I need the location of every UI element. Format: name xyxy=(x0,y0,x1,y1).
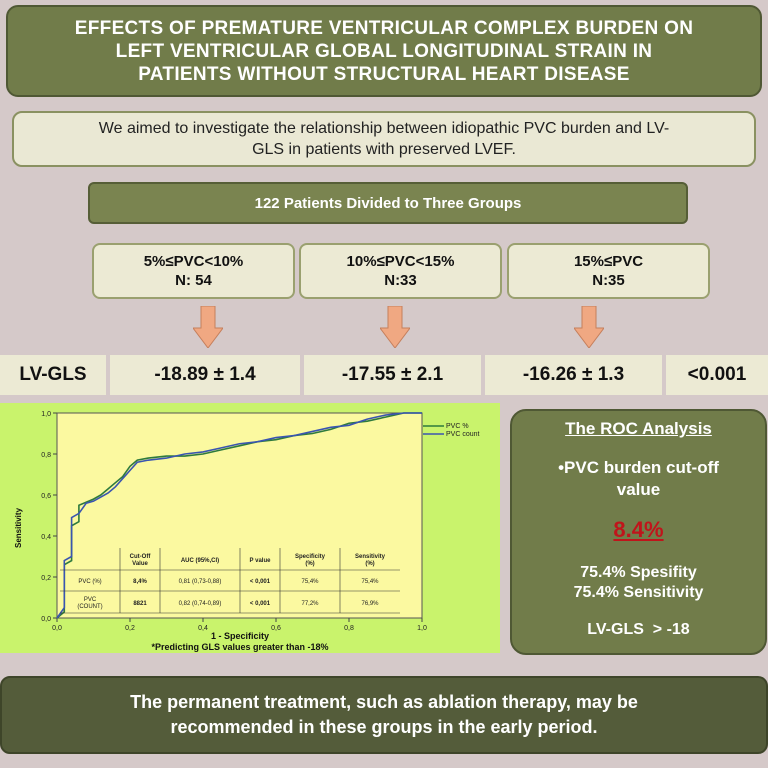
group-range-3: 15%≤PVC xyxy=(573,253,644,270)
chart-legend: PVC % PVC count xyxy=(423,423,480,438)
roc-curve-pvc-percent xyxy=(56,412,422,619)
roc-table: Cut-Off Value AUC (95%,CI) P value Speci… xyxy=(60,548,400,614)
aim-line-1: We aimed to investigate the relationship… xyxy=(98,120,670,137)
table-cell-r2c0-1: PVC xyxy=(84,597,97,603)
table-header-sens-1: Sensitivity xyxy=(355,554,386,560)
down-arrow-icon xyxy=(380,306,410,348)
group-range-1: 5%≤PVC<10% xyxy=(143,253,244,270)
table-cell-r2c0-2: (COUNT) xyxy=(77,604,102,610)
roc-sensitivity: 75.4% Sensitivity xyxy=(573,584,704,601)
y-tick-label: 0,8 xyxy=(41,452,51,459)
gls-row: LV-GLS -18.89 ± 1.4 -17.55 ± 2.1 -16.26 … xyxy=(0,355,768,395)
x-tick-label: 0,0 xyxy=(52,625,62,632)
roc-gls-threshold: LV-GLS > -18 xyxy=(587,621,690,638)
gls-value-1: -18.89 ± 1.4 xyxy=(110,355,300,395)
y-tick-label: 1,0 xyxy=(41,411,51,418)
title-line-3: PATIENTS WITHOUT STRUCTURAL HEART DISEAS… xyxy=(138,63,630,85)
x-tick-label: 0,6 xyxy=(271,625,281,632)
down-arrow-icon xyxy=(574,306,604,348)
title-line-2: LEFT VENTRICULAR GLOBAL LONGITUDINAL STR… xyxy=(115,40,653,62)
table-header-spec-2: (%) xyxy=(305,561,314,567)
x-axis-label: 1 - Specificity xyxy=(211,631,269,641)
roc-chart-panel: 0,0 0,2 0,4 0,6 0,8 1,0 0,0 0,2 0,4 0,6 0,8 1,0 PVC… xyxy=(0,403,500,653)
table-cell-r1c4: 75,4% xyxy=(301,579,319,585)
groups-header: 122 Patients Divided to Three Groups xyxy=(88,182,688,224)
aim-line-2: GLS in patients with preserved LVEF. xyxy=(252,141,516,158)
aim-box: We aimed to investigate the relationship… xyxy=(12,111,756,167)
gls-p-value: <0.001 xyxy=(666,355,768,395)
roc-cutoff-label: •PVC burden cut-off value xyxy=(558,457,719,501)
x-tick-label: 1,0 xyxy=(417,625,427,632)
table-header-spec-1: Specificity xyxy=(295,554,326,560)
table-header-cutoff-2: Value xyxy=(132,561,148,567)
group-box-3: 15%≤PVC N:35 xyxy=(507,243,710,299)
table-cell-r2c1: 8821 xyxy=(133,601,147,607)
conclusion-line-1: The permanent treatment, such as ablatio… xyxy=(130,692,638,712)
y-tick-label: 0,2 xyxy=(41,575,51,582)
table-cell-r1c0: PVC (%) xyxy=(78,579,101,585)
table-header-p: P value xyxy=(250,558,272,564)
table-cell-r2c2: 0,82 (0,74-0,89) xyxy=(179,601,222,607)
group-box-2: 10%≤PVC<15% N:33 xyxy=(299,243,502,299)
group-n-2: N:33 xyxy=(384,272,417,289)
table-cell-r2c4: 77,2% xyxy=(301,601,319,607)
y-axis-label: Sensitivity xyxy=(14,507,23,548)
roc-cutoff-line-2: value xyxy=(616,480,661,499)
group-box-1: 5%≤PVC<10% N: 54 xyxy=(92,243,295,299)
legend-label-pvc-percent: PVC % xyxy=(446,423,469,430)
gls-value-2: -17.55 ± 2.1 xyxy=(304,355,481,395)
x-tick-label: 0,4 xyxy=(198,625,208,632)
title-banner: EFFECTS OF PREMATURE VENTRICULAR COMPLEX… xyxy=(6,5,762,97)
roc-analysis-title: The ROC Analysis xyxy=(565,419,712,438)
group-n-3: N:35 xyxy=(592,272,625,289)
x-tick-label: 0,2 xyxy=(125,625,135,632)
table-cell-r1c5: 75,4% xyxy=(361,579,379,585)
table-cell-r1c1: 8,4% xyxy=(133,579,147,585)
legend-label-pvc-count: PVC count xyxy=(446,431,480,438)
table-cell-r1c3: < 0,001 xyxy=(250,579,271,585)
group-n-1: N: 54 xyxy=(175,272,212,289)
x-tick-label: 0,8 xyxy=(344,625,354,632)
plot-area xyxy=(56,412,423,619)
table-cell-r2c3: < 0,001 xyxy=(250,601,271,607)
title-line-1: EFFECTS OF PREMATURE VENTRICULAR COMPLEX… xyxy=(74,17,694,39)
roc-metrics: 75.4% Spesifity 75.4% Sensitivity xyxy=(574,563,704,603)
y-tick-label: 0,0 xyxy=(41,616,51,623)
roc-cutoff-line-1: •PVC burden cut-off xyxy=(558,458,719,477)
group-range-2: 10%≤PVC<15% xyxy=(346,253,455,270)
table-header-sens-2: (%) xyxy=(365,561,374,567)
roc-curve-pvc-count xyxy=(56,412,422,619)
roc-analysis-box: The ROC Analysis •PVC burden cut-off val… xyxy=(510,409,767,655)
roc-cutoff-value: 8.4% xyxy=(613,517,664,542)
chart-footnote: *Predicting GLS values greater than -18% xyxy=(151,642,328,652)
table-cell-r1c2: 0,81 (0,73-0,88) xyxy=(179,579,222,585)
y-tick-label: 0,4 xyxy=(41,534,51,541)
table-cell-r2c5: 76,9% xyxy=(361,601,379,607)
conclusion-banner: The permanent treatment, such as ablatio… xyxy=(0,676,768,754)
gls-label: LV-GLS xyxy=(0,355,106,395)
roc-chart: 0,0 0,2 0,4 0,6 0,8 1,0 0,0 0,2 0,4 0,6 0,8 1,0 PVC… xyxy=(14,411,480,652)
conclusion-line-2: recommended in these groups in the early… xyxy=(170,717,598,737)
table-header-auc: AUC (95%,CI) xyxy=(181,558,219,564)
down-arrow-icon xyxy=(193,306,223,348)
roc-specificity: 75.4% Spesifity xyxy=(580,564,697,581)
gls-value-3: -16.26 ± 1.3 xyxy=(485,355,662,395)
table-header-cutoff-1: Cut-Off xyxy=(130,554,152,560)
y-tick-label: 0,6 xyxy=(41,493,51,500)
